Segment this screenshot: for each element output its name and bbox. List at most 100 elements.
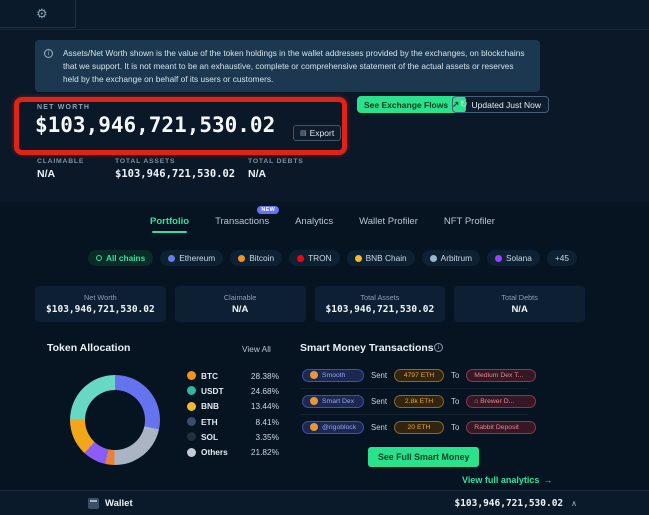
smart-money-row: @rigoblock Sent 20 ETH To Rabbit Deposit [302, 420, 545, 434]
chip-bitcoin[interactable]: Bitcoin [230, 250, 283, 266]
sender-name: Smooth [322, 371, 346, 379]
legend-row-eth: ETH 8.41% [187, 414, 279, 429]
avatar [310, 423, 318, 431]
bitcoin-icon [238, 254, 246, 262]
export-icon: ▤ [300, 130, 307, 137]
updated-just-now-button[interactable]: ↻ Updated Just Now [452, 96, 549, 113]
bnb-token-icon [187, 401, 196, 411]
portfolio-section: Portfolio Transactions NEW Analytics Wal… [0, 202, 649, 490]
analytics-link-label: View full analytics [462, 475, 540, 485]
panel-corner-divider [0, 0, 76, 28]
chip-tron[interactable]: TRON [289, 250, 340, 266]
avatar [310, 397, 318, 405]
updated-label: Updated Just Now [471, 99, 541, 110]
legend-row-btc: BTC 28.38% [187, 368, 279, 383]
arrow-right-icon: → [543, 475, 553, 485]
disclaimer-banner: i Assets/Net Worth shown is the value of… [35, 40, 540, 92]
chevron-up-icon: ∧ [571, 498, 577, 508]
token-allocation-donut-chart [70, 375, 160, 465]
see-exchange-flows-label: See Exchange Flows [364, 99, 449, 110]
view-full-analytics-link[interactable]: View full analytics → [462, 475, 552, 485]
stat-total-assets: TOTAL ASSETS $103,946,721,530.02 [115, 158, 235, 180]
stat-label: TOTAL ASSETS [115, 158, 176, 165]
see-full-smart-money-button[interactable]: See Full Smart Money [368, 447, 480, 467]
chip-ethereum[interactable]: Ethereum [160, 250, 224, 266]
card-value: $103,946,721,530.02 [46, 304, 155, 315]
legend-row-bnb: BNB 13.44% [187, 399, 279, 414]
amount-pill[interactable]: 2.8k ETH [394, 394, 445, 408]
legend-row-others: Others 21.82% [187, 444, 279, 459]
refresh-icon: ↻ [460, 99, 468, 109]
tab-wallet-profiler[interactable]: Wallet Profiler [359, 216, 418, 227]
token-symbol: ETH [201, 416, 218, 427]
amount-pill[interactable]: 4797 ETH [394, 368, 445, 382]
token-allocation-legend: BTC 28.38% USDT 24.68% BNB 13.44% ETH 8.… [187, 368, 279, 460]
sender-name: @rigoblock [322, 423, 357, 431]
to-label: To [451, 396, 460, 406]
chip-more-chains[interactable]: +45 [546, 250, 577, 266]
tab-analytics[interactable]: Analytics [295, 216, 334, 227]
tab-nft-profiler[interactable]: NFT Profiler [443, 216, 495, 227]
stat-value: N/A [37, 168, 56, 180]
info-circle-icon[interactable]: i [434, 343, 443, 352]
gear-icon[interactable]: ⚙ [36, 6, 48, 21]
chip-label: Ethereum [179, 253, 216, 263]
tron-icon [297, 254, 305, 262]
net-worth-label: NET WORTH [37, 104, 91, 111]
sender-pill[interactable]: Smart Dex [302, 394, 364, 408]
token-symbol: Others [201, 447, 228, 458]
smart-money-title: Smart Money Transactions [300, 342, 434, 354]
tab-transactions[interactable]: Transactions NEW [215, 206, 280, 233]
chip-label: Bitcoin [249, 253, 275, 263]
to-label: To [451, 370, 460, 380]
sender-pill[interactable]: @rigoblock [302, 420, 364, 434]
action-label: Sent [371, 396, 388, 406]
chip-all-chains[interactable]: All chains [88, 250, 154, 266]
token-percent: 28.38% [250, 370, 279, 381]
usdt-token-icon [187, 386, 196, 396]
destination-pill[interactable]: Rabbit Deposit [466, 420, 537, 434]
summary-cards-row: Net Worth $103,946,721,530.02 Claimable … [35, 286, 585, 322]
tab-bar: Portfolio Transactions NEW Analytics Wal… [150, 206, 495, 233]
disclaimer-text: Assets/Net Worth shown is the value of t… [63, 48, 525, 84]
chip-label: Arbitrum [440, 253, 473, 263]
amount-pill[interactable]: 20 ETH [394, 420, 445, 434]
chip-label: BNB Chain [365, 253, 407, 263]
wallet-bar-right[interactable]: $103,946,721,530.02 ∧ [454, 498, 577, 509]
card-label: Net Worth [84, 293, 117, 302]
chip-solana[interactable]: Solana [487, 250, 540, 266]
info-icon: i [44, 49, 53, 58]
action-label: Sent [371, 370, 388, 380]
card-value: N/A [231, 304, 249, 315]
see-exchange-flows-button[interactable]: See Exchange Flows ↗ [357, 96, 467, 113]
export-button[interactable]: ▤ Export [293, 125, 342, 141]
destination-pill[interactable]: Medium Dex T... [466, 368, 537, 382]
token-symbol: SOL [201, 431, 219, 442]
chip-arbitrum[interactable]: Arbitrum [421, 250, 481, 266]
all-chains-icon [96, 255, 102, 261]
chip-label: TRON [308, 253, 332, 263]
chip-bnb-chain[interactable]: BNB Chain [346, 250, 415, 266]
sender-pill[interactable]: Smooth [302, 368, 364, 382]
btc-token-icon [187, 371, 196, 381]
wallet-icon [88, 497, 99, 509]
tab-portfolio[interactable]: Portfolio [150, 216, 189, 233]
wallet-bar-left[interactable]: Wallet [88, 497, 133, 509]
smart-money-row: Smooth Sent 4797 ETH To Medium Dex T... [302, 368, 545, 382]
view-all-link[interactable]: View All [242, 344, 271, 354]
net-worth-value: $103,946,721,530.02 [35, 113, 276, 137]
destination-pill[interactable]: ⌂ Brewer D... [466, 394, 537, 408]
card-total-assets: Total Assets $103,946,721,530.02 [314, 286, 446, 322]
stat-label: CLAIMABLE [37, 158, 85, 165]
token-symbol: BNB [201, 401, 219, 412]
legend-row-usdt: USDT 24.68% [187, 383, 279, 398]
chain-filter-bar: All chains Ethereum Bitcoin TRON BNB Cha… [88, 250, 577, 266]
top-bar: ⚙ [0, 0, 649, 30]
token-percent: 21.82% [250, 447, 279, 458]
others-token-icon [187, 447, 196, 457]
stat-value: N/A [248, 168, 267, 180]
card-label: Total Debts [501, 293, 538, 302]
wallet-bar[interactable]: Wallet $103,946,721,530.02 ∧ [0, 490, 649, 515]
row-divider [300, 388, 528, 389]
